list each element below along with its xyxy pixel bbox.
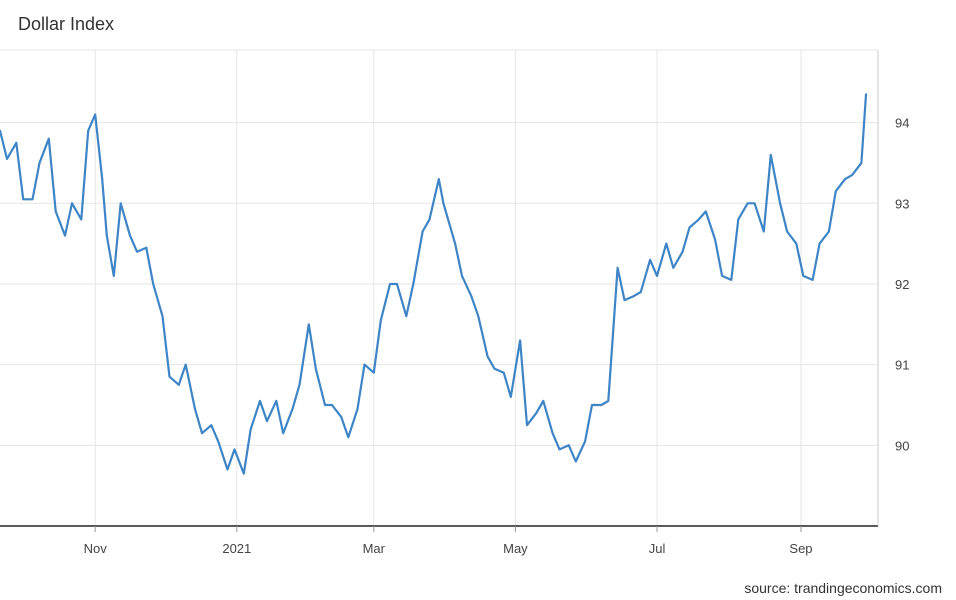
chart-title: Dollar Index bbox=[18, 14, 115, 34]
y-tick-label: 91 bbox=[895, 358, 909, 373]
x-tick-label: Jul bbox=[649, 541, 666, 556]
x-tick-label: Sep bbox=[789, 541, 812, 556]
series-line bbox=[0, 93, 868, 475]
y-tick-label: 94 bbox=[895, 116, 909, 131]
y-tick-label: 92 bbox=[895, 277, 909, 292]
y-tick-label: 90 bbox=[895, 438, 909, 453]
x-tick-label: 2021 bbox=[222, 541, 251, 556]
source-credit: source: trandingeconomics.com bbox=[744, 580, 942, 596]
chart-axes bbox=[0, 50, 879, 527]
x-axis-ticks: Nov 2021 Mar May Jul Sep bbox=[84, 526, 813, 556]
chart-grid bbox=[0, 49, 878, 526]
chart-series bbox=[0, 93, 868, 475]
y-tick-label: 93 bbox=[895, 196, 909, 211]
y-axis-ticks: 90 91 92 93 94 bbox=[895, 116, 909, 454]
x-tick-label: Mar bbox=[363, 541, 386, 556]
x-tick-label: May bbox=[503, 541, 528, 556]
x-tick-label: Nov bbox=[84, 541, 108, 556]
